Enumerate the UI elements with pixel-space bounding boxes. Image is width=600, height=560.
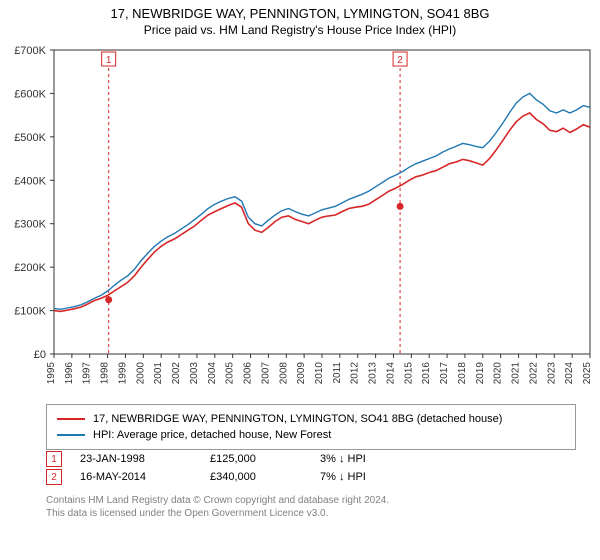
svg-text:2020: 2020 xyxy=(493,362,504,385)
svg-text:2015: 2015 xyxy=(403,362,414,385)
svg-text:2011: 2011 xyxy=(332,362,343,384)
svg-text:2014: 2014 xyxy=(385,362,396,385)
svg-text:2003: 2003 xyxy=(189,362,200,385)
svg-text:2006: 2006 xyxy=(243,362,254,385)
svg-text:2009: 2009 xyxy=(296,362,307,385)
svg-text:2002: 2002 xyxy=(171,362,182,385)
svg-text:2016: 2016 xyxy=(421,362,432,385)
chart-title: 17, NEWBRIDGE WAY, PENNINGTON, LYMINGTON… xyxy=(0,0,600,21)
svg-text:£500K: £500K xyxy=(14,132,46,144)
svg-text:2021: 2021 xyxy=(511,362,522,385)
svg-text:1: 1 xyxy=(106,55,112,66)
svg-text:2019: 2019 xyxy=(475,362,486,385)
svg-text:2013: 2013 xyxy=(368,362,379,385)
legend-swatch xyxy=(57,418,85,420)
svg-text:1996: 1996 xyxy=(64,362,75,385)
svg-text:1998: 1998 xyxy=(100,362,111,385)
line-chart: £0 £100K £200K £300K £400K £500K £600K £700K 199… xyxy=(0,44,600,394)
footnote-line: Contains HM Land Registry data © Crown c… xyxy=(46,494,389,507)
svg-text:2025: 2025 xyxy=(582,362,593,385)
transaction-date: 23-JAN-1998 xyxy=(80,453,210,465)
footnote-line: This data is licensed under the Open Gov… xyxy=(46,507,389,520)
legend-label: 17, NEWBRIDGE WAY, PENNINGTON, LYMINGTON… xyxy=(93,413,502,425)
svg-text:£700K: £700K xyxy=(14,45,46,57)
svg-text:£400K: £400K xyxy=(14,175,46,187)
transaction-price: £125,000 xyxy=(210,453,320,465)
svg-text:1997: 1997 xyxy=(82,362,93,385)
transaction-delta: 7% ↓ HPI xyxy=(320,471,366,483)
svg-text:2012: 2012 xyxy=(350,362,361,385)
transaction-delta: 3% ↓ HPI xyxy=(320,453,366,465)
svg-text:2000: 2000 xyxy=(135,362,146,385)
legend-row: 17, NEWBRIDGE WAY, PENNINGTON, LYMINGTON… xyxy=(57,411,565,427)
table-row: 1 23-JAN-1998 £125,000 3% ↓ HPI xyxy=(46,450,366,468)
svg-text:£100K: £100K xyxy=(14,306,46,318)
transaction-date: 16-MAY-2014 xyxy=(80,471,210,483)
transactions-table: 1 23-JAN-1998 £125,000 3% ↓ HPI 2 16-MAY… xyxy=(46,450,366,486)
table-row: 2 16-MAY-2014 £340,000 7% ↓ HPI xyxy=(46,468,366,486)
svg-text:2022: 2022 xyxy=(528,362,539,385)
svg-text:2024: 2024 xyxy=(564,362,575,385)
transaction-badge: 1 xyxy=(46,451,62,467)
svg-text:2007: 2007 xyxy=(260,362,271,385)
svg-text:2023: 2023 xyxy=(546,362,557,385)
svg-text:1999: 1999 xyxy=(117,362,128,385)
svg-text:£300K: £300K xyxy=(14,219,46,231)
transaction-price: £340,000 xyxy=(210,471,320,483)
svg-text:2: 2 xyxy=(397,55,403,66)
legend-row: HPI: Average price, detached house, New … xyxy=(57,427,565,443)
transaction-badge: 2 xyxy=(46,469,62,485)
chart-subtitle: Price paid vs. HM Land Registry's House … xyxy=(0,21,600,41)
legend-swatch xyxy=(57,434,85,436)
footnote: Contains HM Land Registry data © Crown c… xyxy=(46,494,389,520)
svg-text:2001: 2001 xyxy=(153,362,164,385)
svg-text:2017: 2017 xyxy=(439,362,450,385)
svg-text:2010: 2010 xyxy=(314,362,325,385)
page: 17, NEWBRIDGE WAY, PENNINGTON, LYMINGTON… xyxy=(0,0,600,560)
svg-text:2005: 2005 xyxy=(225,362,236,385)
svg-text:2004: 2004 xyxy=(207,362,218,385)
svg-text:£200K: £200K xyxy=(14,262,46,274)
svg-text:1995: 1995 xyxy=(46,362,57,385)
svg-text:2008: 2008 xyxy=(278,362,289,385)
svg-text:£0: £0 xyxy=(34,349,46,361)
svg-text:£600K: £600K xyxy=(14,88,46,100)
legend: 17, NEWBRIDGE WAY, PENNINGTON, LYMINGTON… xyxy=(46,404,576,450)
chart-area: £0 £100K £200K £300K £400K £500K £600K £700K 199… xyxy=(0,44,600,394)
svg-text:2018: 2018 xyxy=(457,362,468,385)
legend-label: HPI: Average price, detached house, New … xyxy=(93,429,331,441)
